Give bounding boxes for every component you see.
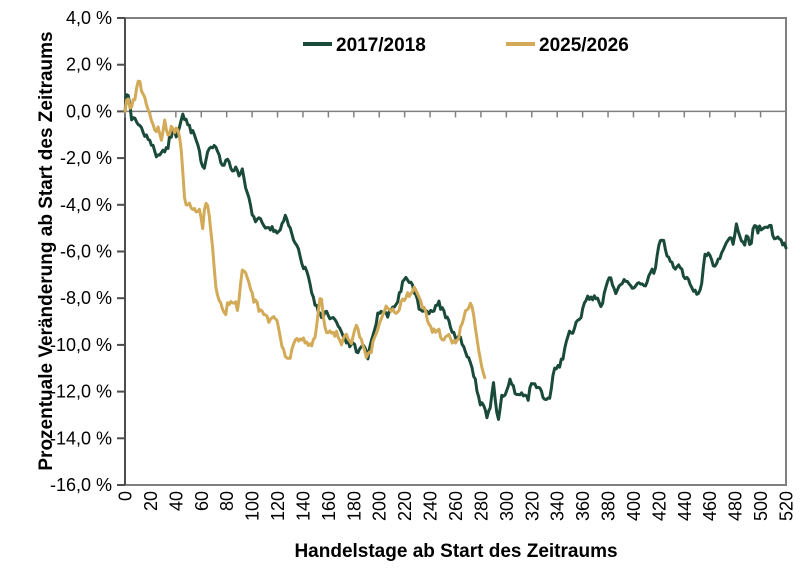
y-tick-label: -12,0 % (50, 382, 112, 402)
legend-item-2025-2026: 2025/2026 (506, 35, 629, 56)
y-axis-title: Prozentuale Veränderung ab Start des Zei… (36, 31, 57, 470)
x-tick-label: 60 (192, 491, 212, 511)
series-line-2025-2026 (123, 79, 487, 380)
x-tick-label: 520 (777, 491, 797, 521)
x-tick-label: 0 (116, 491, 136, 501)
x-tick-label: 20 (141, 491, 161, 511)
series-line-2017-2018 (123, 93, 788, 421)
x-tick-label: 320 (522, 491, 542, 521)
x-tick-label: 80 (217, 491, 237, 511)
x-tick-label: 380 (599, 491, 619, 521)
x-tick-label: 260 (446, 491, 466, 521)
y-tick-label: 0,0 % (66, 101, 112, 121)
y-tick-label: 4,0 % (66, 8, 112, 28)
x-axis-title: Handelstage ab Start des Zeitraums (294, 541, 617, 562)
y-tick-label: -4,0 % (60, 195, 112, 215)
plot-area-border (124, 17, 787, 486)
x-tick-label: 300 (497, 491, 517, 521)
x-tick-label: 280 (471, 491, 491, 521)
y-tick-label: -14,0 % (50, 428, 112, 448)
legend-label-2025-2026: 2025/2026 (539, 35, 629, 56)
y-tick-label: -2,0 % (60, 148, 112, 168)
y-tick-label: -16,0 % (50, 475, 112, 495)
x-tick-label: 220 (395, 491, 415, 521)
x-tick-label: 400 (624, 491, 644, 521)
x-tick-label: 440 (675, 491, 695, 521)
x-tick-label: 140 (293, 491, 313, 521)
x-tick-label: 460 (700, 491, 720, 521)
y-tick-label: -8,0 % (60, 288, 112, 308)
x-tick-label: 500 (751, 491, 771, 521)
legend: 2017/2018 2025/2026 (303, 35, 629, 56)
x-tick-label: 360 (573, 491, 593, 521)
y-tick-label: -10,0 % (50, 335, 112, 355)
x-tick-label: 480 (726, 491, 746, 521)
plot-layer: 4,0 % 2,0 % 0,0 % -2,0 % -4,0 % -6,0 % -8,0 % -… (50, 8, 797, 521)
x-tick-label: 240 (421, 491, 441, 521)
y-tick-label: -6,0 % (60, 242, 112, 262)
x-tick-label: 120 (268, 491, 288, 521)
x-tick-label: 40 (166, 491, 186, 511)
x-tick-label: 340 (548, 491, 568, 521)
x-tick-label: 100 (243, 491, 263, 521)
legend-label-2017-2018: 2017/2018 (336, 35, 426, 56)
y-tick-label: 2,0 % (66, 55, 112, 75)
x-tick-label: 160 (319, 491, 339, 521)
x-tick-label: 420 (649, 491, 669, 521)
x-tick-label: 200 (370, 491, 390, 521)
legend-item-2017-2018: 2017/2018 (303, 35, 426, 56)
x-tick-label: 180 (344, 491, 364, 521)
